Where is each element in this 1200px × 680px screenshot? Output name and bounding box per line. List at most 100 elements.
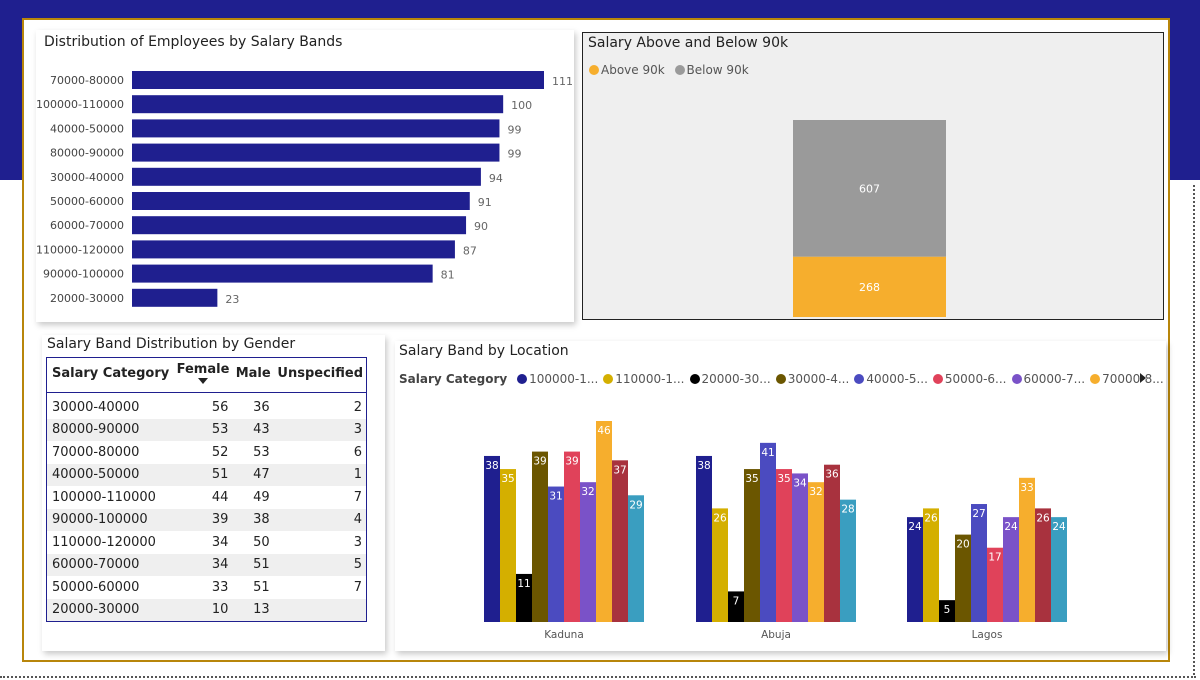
data-label: 7	[733, 595, 740, 607]
column-header-male[interactable]: Male	[235, 365, 271, 381]
column-header-female[interactable]: Female	[173, 358, 232, 393]
table-header-row: Salary Category Female Male Unspecified	[46, 358, 367, 393]
data-label: 100	[511, 99, 532, 112]
table-row[interactable]: 100000-110000 44 49 7	[47, 486, 367, 509]
bar[interactable]	[808, 482, 824, 622]
cell-salary-category: 90000-100000	[52, 512, 148, 528]
table-row[interactable]: 80000-90000 53 43 3	[46, 418, 367, 441]
legend-item[interactable]: 50000-6...	[932, 372, 1007, 386]
cell-male: 51	[253, 557, 270, 573]
bar[interactable]	[744, 469, 760, 622]
table-row[interactable]: 20000-30000 10 13	[46, 598, 367, 622]
legend-item[interactable]: 70000-8...	[1090, 372, 1164, 386]
bar[interactable]	[696, 455, 712, 622]
data-label: 26	[1036, 512, 1050, 524]
bar[interactable]	[1003, 517, 1019, 622]
legend-item[interactable]: 60000-7...	[1011, 372, 1085, 386]
bar[interactable]	[548, 486, 564, 622]
cell-unspecified: 1	[353, 467, 362, 483]
legend-dot-icon	[603, 374, 614, 384]
table-row[interactable]: 60000-70000 34 51 5	[46, 553, 367, 576]
bar[interactable]	[516, 573, 532, 622]
bar[interactable]	[580, 482, 596, 622]
bar[interactable]	[132, 288, 218, 307]
bar[interactable]	[955, 534, 971, 622]
data-label: 35	[777, 473, 790, 485]
bar[interactable]	[987, 547, 1003, 622]
bar[interactable]	[728, 591, 744, 622]
bar[interactable]	[907, 517, 923, 622]
bar[interactable]	[971, 504, 987, 622]
legend-next-arrow-icon[interactable]	[1140, 373, 1146, 383]
cell-male: 50	[253, 534, 270, 550]
bar[interactable]	[132, 240, 455, 259]
bar[interactable]	[500, 469, 516, 622]
cell-female: 34	[211, 534, 229, 550]
cell-salary-category: 100000-110000	[52, 489, 156, 505]
table-body: 30000-40000 56 36 2 80000-90000 53 43 3 70000-80…	[46, 393, 367, 622]
location-chart-card[interactable]: Salary Band by Location Salary Category …	[395, 341, 1166, 651]
bar[interactable]	[564, 451, 580, 622]
legend-dot-icon	[775, 374, 786, 384]
bar[interactable]	[939, 600, 955, 622]
cell-female: 34	[211, 557, 229, 573]
bar-below-90k[interactable]	[793, 120, 946, 257]
category-label: 100000-110000	[36, 98, 124, 111]
cell-salary-category: 40000-50000	[52, 467, 140, 483]
bar[interactable]	[532, 451, 548, 622]
bar[interactable]	[132, 95, 504, 114]
column-header-salary-category[interactable]: Salary Category	[52, 365, 170, 381]
cell-male: 51	[253, 579, 270, 595]
bar[interactable]	[824, 464, 840, 622]
data-label: 20	[956, 539, 969, 551]
legend-item[interactable]: 110000-1...	[603, 372, 685, 386]
bar[interactable]	[132, 167, 481, 186]
bar[interactable]	[760, 442, 776, 622]
column-header-unspecified[interactable]: Unspecified	[277, 365, 363, 381]
bar[interactable]	[712, 508, 728, 622]
table-row[interactable]: 50000-60000 33 51 7	[47, 576, 367, 599]
cell-unspecified: 3	[353, 422, 362, 438]
data-label: 39	[565, 456, 578, 468]
bar[interactable]	[132, 192, 470, 210]
bar[interactable]	[1035, 508, 1051, 622]
legend-item-above-90k[interactable]: Above 90k	[589, 63, 665, 77]
cell-unspecified: 7	[353, 579, 362, 595]
bar[interactable]	[923, 508, 939, 622]
above-below-card[interactable]: Salary Above and Below 90k Above 90k Bel…	[582, 32, 1164, 320]
bar[interactable]	[792, 473, 808, 622]
salary-bands-chart: 70000-80000 111 100000-110000 100 40000-5000…	[36, 71, 573, 307]
bar[interactable]	[628, 495, 644, 622]
legend-item[interactable]: 30000-4...	[775, 372, 849, 386]
bar[interactable]	[612, 460, 628, 622]
data-label: 35	[745, 473, 758, 485]
bar[interactable]	[484, 455, 500, 622]
table-row[interactable]: 30000-40000 56 36 2	[47, 393, 367, 419]
data-label: 91	[478, 196, 492, 209]
bar[interactable]	[840, 499, 856, 622]
table-row[interactable]: 40000-50000 51 47 1	[46, 463, 367, 486]
gender-table-card[interactable]: Salary Band Distribution by Gender Salar…	[42, 335, 385, 651]
bar[interactable]	[132, 216, 467, 235]
table-row[interactable]: 70000-80000 52 53 6	[47, 441, 367, 464]
legend-item[interactable]: 40000-5...	[854, 372, 928, 386]
data-label: 32	[809, 486, 822, 498]
bar[interactable]	[132, 119, 500, 138]
legend-item[interactable]: 100000-1...	[517, 372, 598, 386]
bar[interactable]	[1051, 517, 1067, 622]
bar[interactable]	[596, 421, 612, 622]
legend-item[interactable]: 20000-30...	[689, 372, 771, 386]
bar[interactable]	[1019, 477, 1035, 622]
salary-bands-card[interactable]: Distribution of Employees by Salary Band…	[36, 30, 574, 322]
bar[interactable]	[132, 143, 500, 162]
table-row[interactable]: 90000-100000 39 38 4	[46, 508, 367, 531]
bar[interactable]	[132, 71, 544, 89]
table-row[interactable]: 110000-120000 34 50 3	[47, 531, 367, 554]
cell-male: 13	[253, 602, 270, 618]
bar[interactable]	[776, 469, 792, 622]
sort-descending-icon	[197, 378, 208, 384]
data-label: 24	[1004, 521, 1018, 533]
legend-item-below-90k[interactable]: Below 90k	[674, 63, 749, 77]
bar-above-90k[interactable]	[793, 256, 946, 317]
bar[interactable]	[132, 264, 433, 283]
